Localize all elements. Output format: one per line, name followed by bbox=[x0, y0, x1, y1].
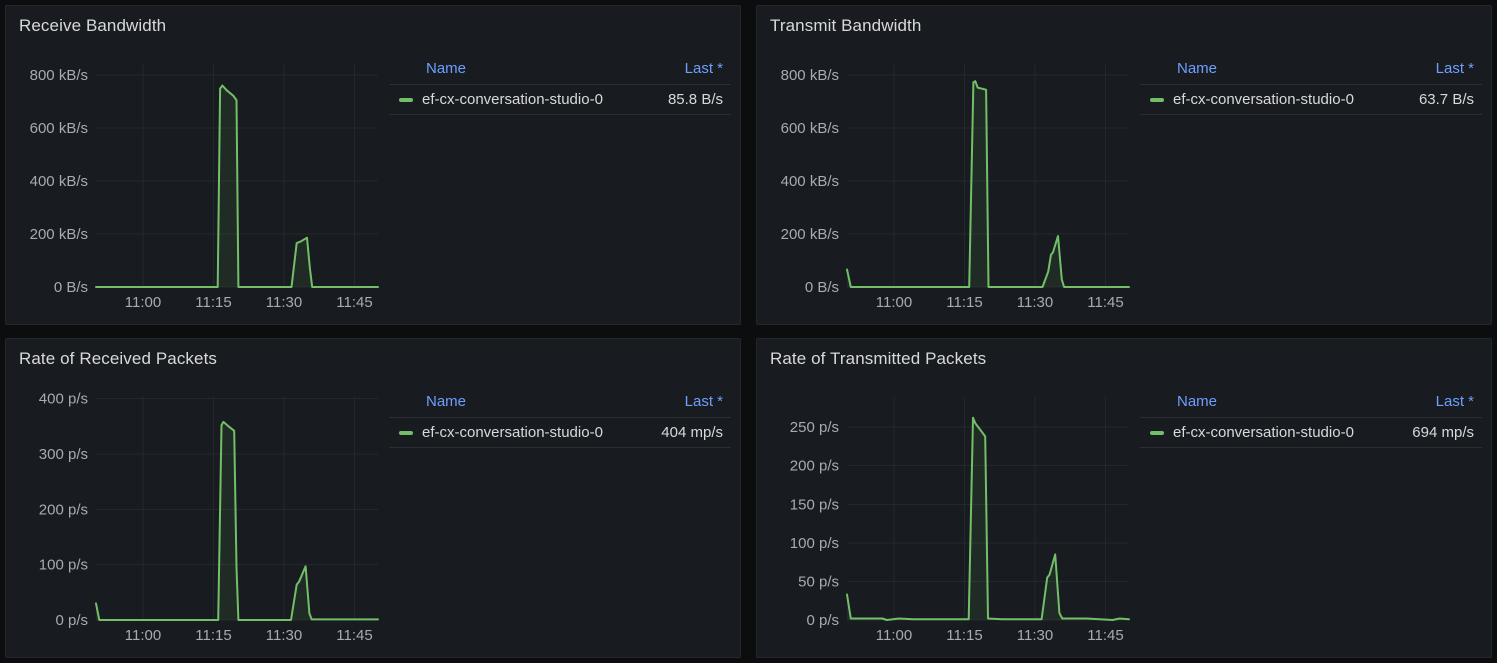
x-axis-tick-label: 11:00 bbox=[125, 627, 161, 644]
legend-last-value: 694 mp/s bbox=[1412, 424, 1474, 441]
time-series-chart[interactable]: 0 p/s 50 p/s 100 p/s 150 p/s 200 p/s 250 p/s 1… bbox=[757, 375, 1137, 651]
legend-series-name[interactable]: ef-cx-conversation-studio-0 bbox=[1173, 424, 1354, 441]
legend-series-row: ef-cx-conversation-studio-0 85.8 B/s bbox=[389, 85, 731, 115]
panel-rate-of-transmitted-packets: Rate of Transmitted Packets 0 p/s 50 p/s 1… bbox=[756, 338, 1492, 658]
series-color-swatch[interactable] bbox=[399, 97, 413, 102]
series-line bbox=[846, 416, 1130, 621]
y-axis-tick-label: 600 kB/s bbox=[781, 120, 839, 137]
legend-last-sort-header[interactable]: Last * bbox=[684, 60, 723, 77]
x-axis-tick-label: 11:45 bbox=[1087, 627, 1123, 644]
chart-canvas: 0 p/s 50 p/s 100 p/s 150 p/s 200 p/s 250 p/s 1… bbox=[790, 397, 1130, 644]
legend-series-name[interactable]: ef-cx-conversation-studio-0 bbox=[422, 91, 603, 108]
y-axis-tick-label: 400 kB/s bbox=[30, 173, 88, 190]
legend-name-column-header: Name bbox=[1177, 393, 1218, 410]
y-axis-tick-label: 800 kB/s bbox=[781, 67, 839, 84]
chart-canvas: 0 B/s 200 kB/s 400 kB/s 600 kB/s 800 kB/s 11:… bbox=[781, 64, 1130, 311]
legend-name-column-header: Name bbox=[426, 393, 467, 410]
legend-name-column-header: Name bbox=[426, 60, 467, 77]
x-axis-tick-label: 11:30 bbox=[1017, 294, 1053, 311]
x-axis-tick-label: 11:00 bbox=[125, 294, 161, 311]
legend-table: Name Last * ef-cx-conversation-studio-0 … bbox=[1140, 391, 1482, 448]
y-axis-tick-label: 250 p/s bbox=[790, 419, 839, 436]
y-axis-tick-label: 0 B/s bbox=[805, 279, 839, 296]
x-axis-tick-label: 11:00 bbox=[876, 294, 912, 311]
legend-table: Name Last * ef-cx-conversation-studio-0 … bbox=[389, 58, 731, 115]
y-axis-tick-label: 400 p/s bbox=[39, 391, 88, 408]
x-axis-tick-label: 11:15 bbox=[946, 627, 982, 644]
y-axis-tick-label: 200 kB/s bbox=[30, 226, 88, 243]
legend-series-row: ef-cx-conversation-studio-0 63.7 B/s bbox=[1140, 85, 1482, 115]
legend-last-sort-header[interactable]: Last * bbox=[1435, 60, 1474, 77]
panel-receive-bandwidth: Receive Bandwidth 0 B/s 200 kB/s 400 kB/s 6… bbox=[5, 5, 741, 325]
panel-title[interactable]: Rate of Received Packets bbox=[19, 349, 217, 368]
x-axis-tick-label: 11:30 bbox=[266, 627, 302, 644]
legend-last-value: 85.8 B/s bbox=[667, 91, 723, 108]
legend-series-name[interactable]: ef-cx-conversation-studio-0 bbox=[1173, 91, 1354, 108]
legend-series-name[interactable]: ef-cx-conversation-studio-0 bbox=[422, 424, 603, 441]
legend-table: Name Last * ef-cx-conversation-studio-0 … bbox=[1140, 58, 1482, 115]
chart-canvas: 0 p/s 100 p/s 200 p/s 300 p/s 400 p/s 11:00 11… bbox=[39, 391, 379, 644]
panel-title[interactable]: Rate of Transmitted Packets bbox=[770, 349, 987, 368]
legend-table: Name Last * ef-cx-conversation-studio-0 … bbox=[389, 391, 731, 448]
x-axis-tick-label: 11:30 bbox=[266, 294, 302, 311]
time-series-chart[interactable]: 0 B/s 200 kB/s 400 kB/s 600 kB/s 800 kB/s 11:… bbox=[6, 42, 386, 318]
y-axis-tick-label: 200 p/s bbox=[790, 458, 839, 475]
legend-header-row: Name Last * bbox=[1140, 58, 1482, 85]
x-axis-tick-label: 11:15 bbox=[195, 294, 231, 311]
x-axis-tick-label: 11:15 bbox=[195, 627, 231, 644]
time-series-chart[interactable]: 0 B/s 200 kB/s 400 kB/s 600 kB/s 800 kB/s 11:… bbox=[757, 42, 1137, 318]
y-axis-tick-label: 150 p/s bbox=[790, 496, 839, 513]
x-axis-tick-label: 11:30 bbox=[1017, 627, 1053, 644]
y-axis-tick-label: 100 p/s bbox=[790, 535, 839, 552]
x-axis-tick-label: 11:45 bbox=[1087, 294, 1123, 311]
y-axis-tick-label: 0 p/s bbox=[806, 612, 839, 629]
panel-rate-of-received-packets: Rate of Received Packets 0 p/s 100 p/s 200… bbox=[5, 338, 741, 658]
y-axis-tick-label: 800 kB/s bbox=[30, 67, 88, 84]
y-axis-tick-label: 200 kB/s bbox=[781, 226, 839, 243]
y-axis-tick-label: 600 kB/s bbox=[30, 120, 88, 137]
series-color-swatch[interactable] bbox=[399, 430, 413, 435]
y-axis-tick-label: 400 kB/s bbox=[781, 173, 839, 190]
series-color-swatch[interactable] bbox=[1150, 97, 1164, 102]
legend-header-row: Name Last * bbox=[389, 391, 731, 418]
legend-name-column-header: Name bbox=[1177, 60, 1218, 77]
panel-transmit-bandwidth: Transmit Bandwidth 0 B/s 200 kB/s 400 kB/s… bbox=[756, 5, 1492, 325]
legend-header-row: Name Last * bbox=[389, 58, 731, 85]
x-axis-tick-label: 11:45 bbox=[336, 627, 372, 644]
series-line bbox=[95, 84, 379, 288]
y-axis-tick-label: 100 p/s bbox=[39, 557, 88, 574]
y-axis-tick-label: 0 p/s bbox=[55, 612, 88, 629]
time-series-chart[interactable]: 0 p/s 100 p/s 200 p/s 300 p/s 400 p/s 11:00 11… bbox=[6, 375, 386, 651]
series-line bbox=[846, 80, 1130, 288]
legend-series-row: ef-cx-conversation-studio-0 694 mp/s bbox=[1140, 418, 1482, 448]
chart-canvas: 0 B/s 200 kB/s 400 kB/s 600 kB/s 800 kB/s 11:… bbox=[30, 64, 379, 311]
legend-header-row: Name Last * bbox=[1140, 391, 1482, 418]
legend-last-value: 63.7 B/s bbox=[1418, 91, 1474, 108]
x-axis-tick-label: 11:15 bbox=[946, 294, 982, 311]
x-axis-tick-label: 11:45 bbox=[336, 294, 372, 311]
series-line bbox=[95, 420, 379, 621]
series-color-swatch[interactable] bbox=[1150, 430, 1164, 435]
panel-title[interactable]: Receive Bandwidth bbox=[19, 16, 167, 35]
legend-last-sort-header[interactable]: Last * bbox=[684, 393, 723, 410]
legend-last-sort-header[interactable]: Last * bbox=[1435, 393, 1474, 410]
y-axis-tick-label: 300 p/s bbox=[39, 446, 88, 463]
y-axis-tick-label: 0 B/s bbox=[54, 279, 88, 296]
y-axis-tick-label: 50 p/s bbox=[798, 573, 839, 590]
x-axis-tick-label: 11:00 bbox=[876, 627, 912, 644]
legend-series-row: ef-cx-conversation-studio-0 404 mp/s bbox=[389, 418, 731, 448]
panel-title[interactable]: Transmit Bandwidth bbox=[770, 16, 922, 35]
y-axis-tick-label: 200 p/s bbox=[39, 501, 88, 518]
legend-last-value: 404 mp/s bbox=[661, 424, 723, 441]
